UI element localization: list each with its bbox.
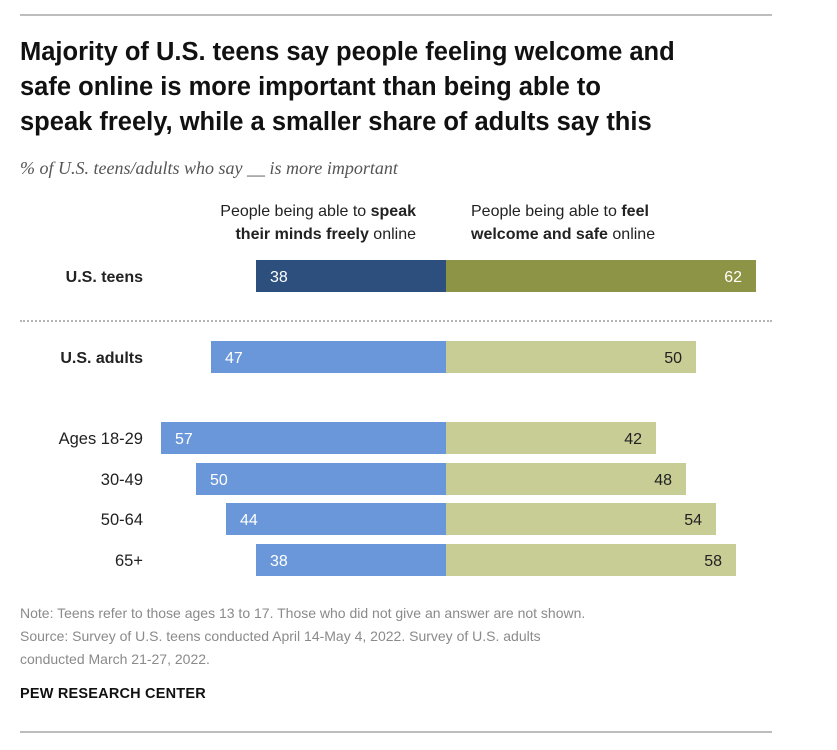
- value-label-welcome-safe: 50: [664, 350, 682, 367]
- category-label: 30-49: [101, 471, 143, 489]
- category-label: 50-64: [101, 511, 143, 529]
- right-header-text: People being able to: [471, 203, 622, 220]
- source-brand: PEW RESEARCH CENTER: [20, 686, 206, 702]
- value-label-speak-freely: 57: [175, 431, 193, 448]
- right-header-bold: feel: [621, 203, 649, 220]
- bar-speak-freely: [211, 341, 446, 373]
- value-label-speak-freely: 38: [270, 553, 288, 570]
- value-label-speak-freely: 44: [240, 512, 258, 529]
- value-label-speak-freely: 47: [225, 350, 243, 367]
- value-label-welcome-safe: 48: [654, 472, 672, 489]
- bar-speak-freely: [256, 260, 446, 292]
- category-label: 65+: [115, 552, 143, 570]
- title-line-2: safe online is more important than being…: [20, 73, 601, 101]
- value-label-welcome-safe: 54: [684, 512, 702, 529]
- category-label: U.S. teens: [66, 269, 143, 286]
- title-line-3: speak freely, while a smaller share of a…: [20, 108, 652, 136]
- bar-speak-freely: [226, 503, 446, 535]
- bar-welcome-safe: [446, 463, 686, 495]
- value-label-speak-freely: 38: [270, 269, 288, 286]
- bar-welcome-safe: [446, 544, 736, 576]
- footnote: Note: Teens refer to those ages 13 to 17…: [20, 602, 780, 671]
- bar-welcome-safe: [446, 422, 656, 454]
- chart-subtitle: % of U.S. teens/adults who say __ is mor…: [20, 158, 398, 178]
- diverging-bar-chart: U.S. teens 38 62 U.S. adults 47 50 Ages 18-29 5…: [59, 260, 756, 576]
- value-label-welcome-safe: 62: [724, 269, 742, 286]
- bar-welcome-safe: [446, 260, 756, 292]
- left-header-bold: speak: [370, 203, 416, 220]
- top-rule: [20, 14, 772, 16]
- section-divider: [20, 320, 772, 322]
- source-line: Source: Survey of U.S. teens conducted A…: [20, 628, 541, 644]
- right-column-header: People being able to feel welcome and sa…: [471, 200, 655, 246]
- left-header-text: online: [368, 226, 416, 243]
- value-label-welcome-safe: 42: [624, 431, 642, 448]
- category-label: U.S. adults: [60, 350, 143, 367]
- category-label: Ages 18-29: [59, 430, 143, 448]
- bar-speak-freely: [256, 544, 446, 576]
- source-line: conducted March 21-27, 2022.: [20, 651, 210, 667]
- bar-speak-freely: [196, 463, 446, 495]
- right-header-text: online: [607, 226, 656, 243]
- value-label-speak-freely: 50: [210, 472, 228, 489]
- bar-speak-freely: [161, 422, 446, 454]
- bottom-rule: [20, 731, 772, 733]
- chart-title: Majority of U.S. teens say people feelin…: [20, 35, 780, 140]
- value-label-welcome-safe: 58: [704, 553, 722, 570]
- bar-welcome-safe: [446, 341, 696, 373]
- left-header-text: People being able to: [220, 203, 371, 220]
- note-line: Note: Teens refer to those ages 13 to 17…: [20, 605, 586, 621]
- right-header-bold: welcome and safe: [471, 226, 608, 243]
- left-column-header: People being able to speak their minds f…: [220, 200, 416, 246]
- bar-welcome-safe: [446, 503, 716, 535]
- title-line-1: Majority of U.S. teens say people feelin…: [20, 38, 675, 66]
- left-header-bold: their minds freely: [235, 226, 369, 243]
